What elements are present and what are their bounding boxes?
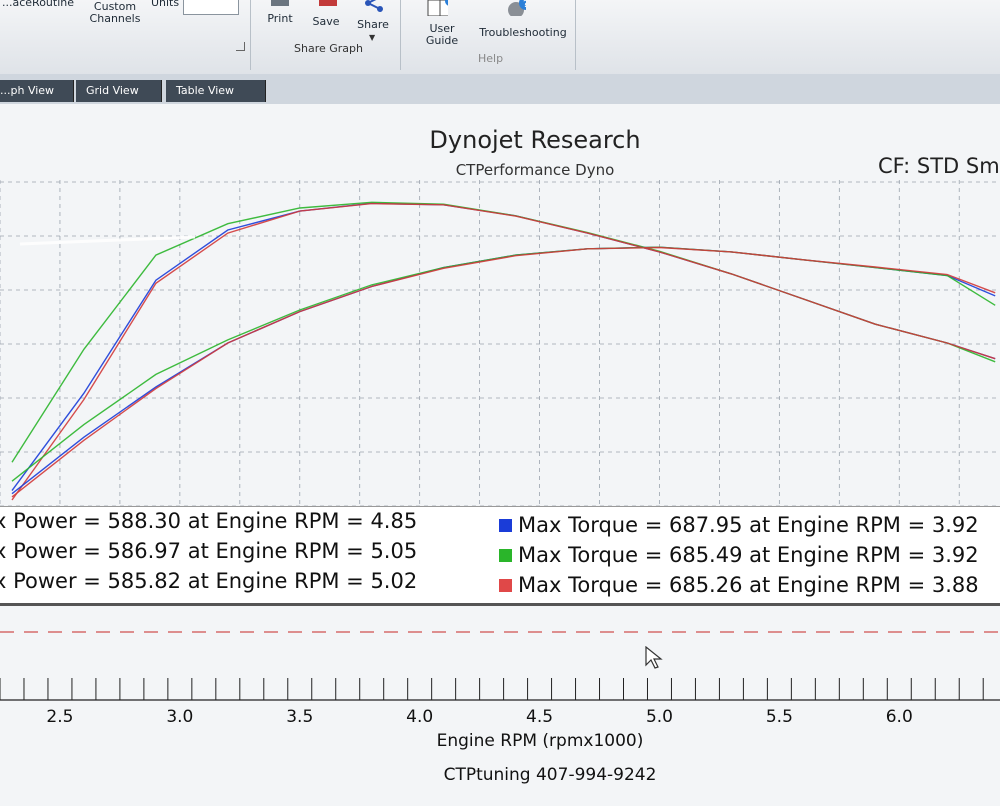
series-line-3 [11, 202, 996, 501]
series-line-2 [11, 201, 996, 463]
x-tick-label: 6.0 [885, 707, 913, 727]
share-button[interactable]: Share [357, 18, 389, 31]
legend-power-3: x Power = 585.82 at Engine RPM = 5.02 [0, 569, 418, 593]
tab-graph-view[interactable]: ...ph View [0, 80, 74, 102]
legend-power-1: x Power = 588.30 at Engine RPM = 4.85 [0, 509, 418, 533]
correction-factor-label: CF: STD Sm... [878, 154, 1000, 178]
chart-subtitle: CTPerformance Dyno [455, 161, 615, 179]
screen-glare [19, 235, 196, 246]
graph-area [0, 104, 1000, 806]
x-tick-label: 2.5 [46, 707, 74, 727]
x-tick-label: 5.0 [645, 707, 673, 727]
print-icon [271, 0, 289, 6]
legend-swatch-blue [499, 519, 512, 532]
x-tick-label: 3.0 [166, 707, 194, 727]
troubleshooting-button[interactable]: Troubleshooting [479, 26, 567, 39]
series-line-6 [11, 246, 996, 498]
ribbon-group-data [0, 0, 251, 70]
x-tick-label: 3.5 [286, 707, 314, 727]
x-tick-label: 4.5 [526, 707, 554, 727]
legend-swatch-green [499, 549, 512, 562]
user-guide-button[interactable]: User Guide [425, 22, 459, 47]
series-line-1 [11, 202, 996, 492]
svg-text:?: ? [523, 0, 526, 10]
dialog-launcher-icon[interactable] [236, 42, 245, 51]
tab-table-view[interactable]: Table View [166, 80, 266, 102]
legend-panel: x Power = 588.30 at Engine RPM = 4.85 x … [0, 506, 1000, 606]
x-axis-label: Engine RPM (rpmx1000) [436, 731, 644, 751]
view-tabs: ...ph View Grid View Table View [0, 74, 1000, 104]
legend-power-2: x Power = 586.97 at Engine RPM = 5.05 [0, 539, 418, 563]
user-guide-icon [427, 0, 448, 16]
save-icon [319, 0, 337, 6]
tab-grid-view[interactable]: Grid View [76, 80, 162, 102]
legend-torque-3: Max Torque = 685.26 at Engine RPM = 3.88 [518, 573, 979, 597]
x-axis [0, 678, 1000, 701]
troubleshooting-icon: ? [508, 0, 526, 16]
print-button[interactable]: Print [267, 12, 293, 25]
legend-swatch-red [499, 579, 512, 592]
help-group-label: Help [478, 52, 504, 65]
ribbon-group-help [400, 0, 576, 70]
series-line-5 [11, 246, 996, 482]
chart-title: Dynojet Research [429, 126, 641, 154]
chart-grid [0, 180, 1000, 507]
mouse-cursor-icon [645, 646, 663, 669]
footer-contact: CTPtuning 407-994-9242 [443, 765, 657, 785]
ribbon-group-share [250, 0, 401, 70]
race-routine-button[interactable]: ...aceRoutine [2, 0, 75, 9]
legend-torque-2: Max Torque = 685.49 at Engine RPM = 3.92 [518, 543, 979, 567]
chart-series [11, 201, 996, 501]
custom-channels-button[interactable]: Custom Channels [89, 0, 141, 25]
ribbon-toolbar: ...aceRoutine Custom Channels Units Prin… [0, 0, 1000, 75]
legend-torque-1: Max Torque = 687.95 at Engine RPM = 3.92 [518, 513, 979, 537]
series-line-4 [11, 246, 996, 495]
x-tick-label: 5.5 [765, 707, 793, 727]
save-button[interactable]: Save [312, 15, 340, 28]
x-tick-label: 4.0 [406, 707, 434, 727]
units-dropdown[interactable] [183, 0, 239, 15]
share-graph-group-label: Share Graph [294, 42, 363, 55]
units-label: Units [150, 0, 180, 9]
share-chevron-down-icon[interactable]: ▼ [369, 33, 376, 42]
share-icon [365, 0, 383, 12]
